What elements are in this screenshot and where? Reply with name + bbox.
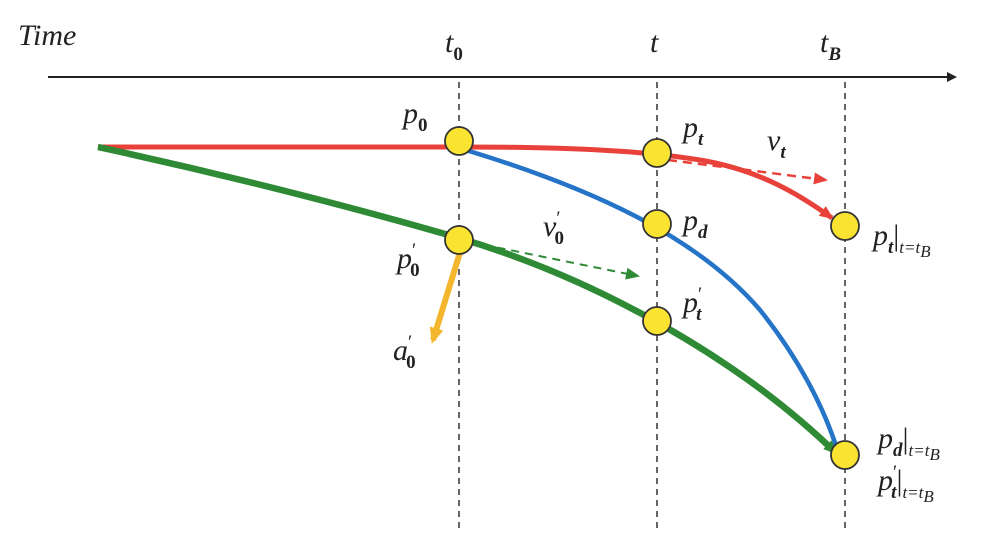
label-part: 0 xyxy=(554,228,564,249)
label-part: p xyxy=(876,464,893,497)
point-label: pd|t=tB xyxy=(876,422,940,464)
label-part: d xyxy=(698,222,708,243)
label-part: 0 xyxy=(418,115,428,136)
label-part: t xyxy=(820,26,829,59)
label-part: | xyxy=(893,219,899,252)
label-part: t xyxy=(445,26,454,59)
label-part: t=t xyxy=(899,238,921,257)
label-part: B xyxy=(929,445,940,464)
label-part: p xyxy=(876,422,893,455)
point-label: pd xyxy=(681,204,708,243)
label-part: t xyxy=(891,482,897,503)
green-trajectory xyxy=(97,143,839,456)
label-part: p xyxy=(395,242,412,275)
label-part: ′ xyxy=(893,462,897,483)
label-part: 0 xyxy=(453,44,463,65)
label-part: t=t xyxy=(909,441,931,460)
label-part: t=t xyxy=(902,483,924,502)
velocity-arrow xyxy=(469,241,640,280)
red-trajectory xyxy=(98,144,834,221)
point-label: v′ 0 xyxy=(543,208,564,249)
label-part: p xyxy=(681,204,698,237)
label-part: 0 xyxy=(410,260,420,281)
points xyxy=(444,126,860,470)
label-part: ′ xyxy=(412,240,416,261)
label-part: p xyxy=(681,286,698,319)
label-part: B xyxy=(920,242,931,261)
label-part: v xyxy=(543,210,557,243)
label-part: t xyxy=(780,142,786,163)
axis-label: Time xyxy=(18,19,76,52)
label-part: t xyxy=(698,129,704,150)
label-part: t xyxy=(650,26,659,59)
point-label: a′ 0 xyxy=(393,332,416,373)
point-label: pt|t=tB xyxy=(871,219,931,261)
label-part: ′ xyxy=(698,284,702,305)
time-guides xyxy=(458,82,846,530)
label-part: p xyxy=(681,111,698,144)
label-part: t xyxy=(888,237,894,258)
time-tick: tB xyxy=(820,26,841,65)
label-part: d xyxy=(893,440,903,461)
point-label: vt xyxy=(767,124,786,163)
point-label: p′ t xyxy=(681,284,702,325)
point-label: pt xyxy=(681,111,704,150)
label-part: ′ xyxy=(556,208,560,229)
label-part: B xyxy=(827,44,841,65)
label-part: | xyxy=(896,464,902,497)
time-tick: t0 xyxy=(445,26,463,65)
label-part: a xyxy=(393,334,408,367)
label-part: p xyxy=(871,219,888,252)
velocity-arrow xyxy=(667,158,828,185)
label-part: 0 xyxy=(406,352,416,373)
label-part: p xyxy=(401,97,418,130)
label-part: v xyxy=(767,124,781,157)
blue-trajectory xyxy=(458,145,841,453)
time-tick: t xyxy=(650,26,659,59)
point-label: p0 xyxy=(401,97,428,136)
label-part: ′ xyxy=(408,332,412,353)
acceleration-arrow xyxy=(429,245,465,344)
point-label: p′ 0 xyxy=(395,240,420,281)
label-part: t xyxy=(696,304,702,325)
label-part: | xyxy=(903,422,909,455)
point-label: p′ t|t=tB xyxy=(876,462,934,506)
label-part: B xyxy=(923,487,934,506)
